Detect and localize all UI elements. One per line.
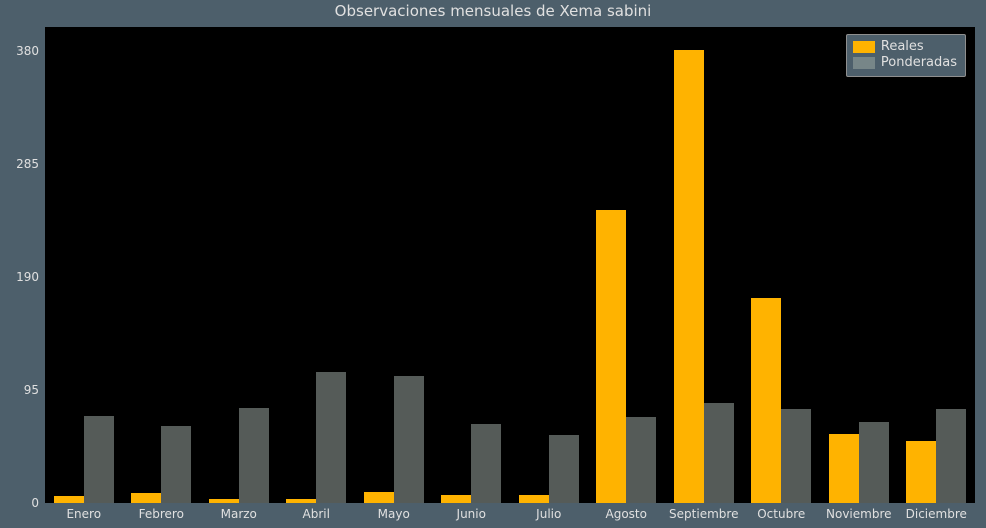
bar-ponderadas xyxy=(936,409,966,503)
bar-reales xyxy=(54,496,84,503)
x-tick-label: Enero xyxy=(66,507,101,521)
x-tick-label: Noviembre xyxy=(826,507,892,521)
legend: RealesPonderadas xyxy=(846,34,966,77)
x-tick-label: Septiembre xyxy=(669,507,738,521)
legend-item: Reales xyxy=(853,39,957,55)
bar-reales xyxy=(209,499,239,503)
chart-title: Observaciones mensuales de Xema sabini xyxy=(0,2,986,20)
bar-reales xyxy=(364,492,394,503)
bar-reales xyxy=(519,495,549,503)
x-tick-label: Diciembre xyxy=(906,507,967,521)
bar-ponderadas xyxy=(471,424,501,503)
legend-swatch xyxy=(853,41,875,53)
bar-reales xyxy=(441,495,471,503)
bar-ponderadas xyxy=(84,416,114,503)
legend-item: Ponderadas xyxy=(853,55,957,71)
bar-ponderadas xyxy=(161,426,191,503)
bar-reales xyxy=(829,434,859,503)
x-tick-label: Julio xyxy=(536,507,561,521)
bar-reales xyxy=(906,441,936,503)
x-tick-label: Junio xyxy=(457,507,486,521)
plot-area: RealesPonderadas 095190285380EneroFebrer… xyxy=(45,27,975,503)
x-tick-label: Febrero xyxy=(139,507,184,521)
bar-ponderadas xyxy=(781,409,811,503)
y-tick-label: 0 xyxy=(31,496,39,510)
x-tick-label: Agosto xyxy=(606,507,647,521)
y-tick-label: 285 xyxy=(16,157,39,171)
legend-swatch xyxy=(853,57,875,69)
bar-ponderadas xyxy=(704,403,734,503)
legend-label: Reales xyxy=(881,39,924,55)
chart-figure: Observaciones mensuales de Xema sabini R… xyxy=(0,0,986,528)
bar-ponderadas xyxy=(394,376,424,503)
legend-label: Ponderadas xyxy=(881,55,957,71)
x-tick-label: Octubre xyxy=(757,507,805,521)
bar-ponderadas xyxy=(549,435,579,503)
x-tick-label: Marzo xyxy=(221,507,257,521)
bar-reales xyxy=(751,298,781,503)
bar-reales xyxy=(131,493,161,503)
bar-reales xyxy=(286,499,316,503)
bar-reales xyxy=(674,50,704,503)
x-tick-label: Abril xyxy=(303,507,330,521)
x-tick-label: Mayo xyxy=(378,507,410,521)
y-tick-label: 95 xyxy=(24,383,39,397)
bar-ponderadas xyxy=(239,408,269,503)
bar-ponderadas xyxy=(316,372,346,503)
y-tick-label: 190 xyxy=(16,270,39,284)
bar-ponderadas xyxy=(859,422,889,503)
bar-ponderadas xyxy=(626,417,656,503)
y-tick-label: 380 xyxy=(16,44,39,58)
bar-reales xyxy=(596,210,626,503)
